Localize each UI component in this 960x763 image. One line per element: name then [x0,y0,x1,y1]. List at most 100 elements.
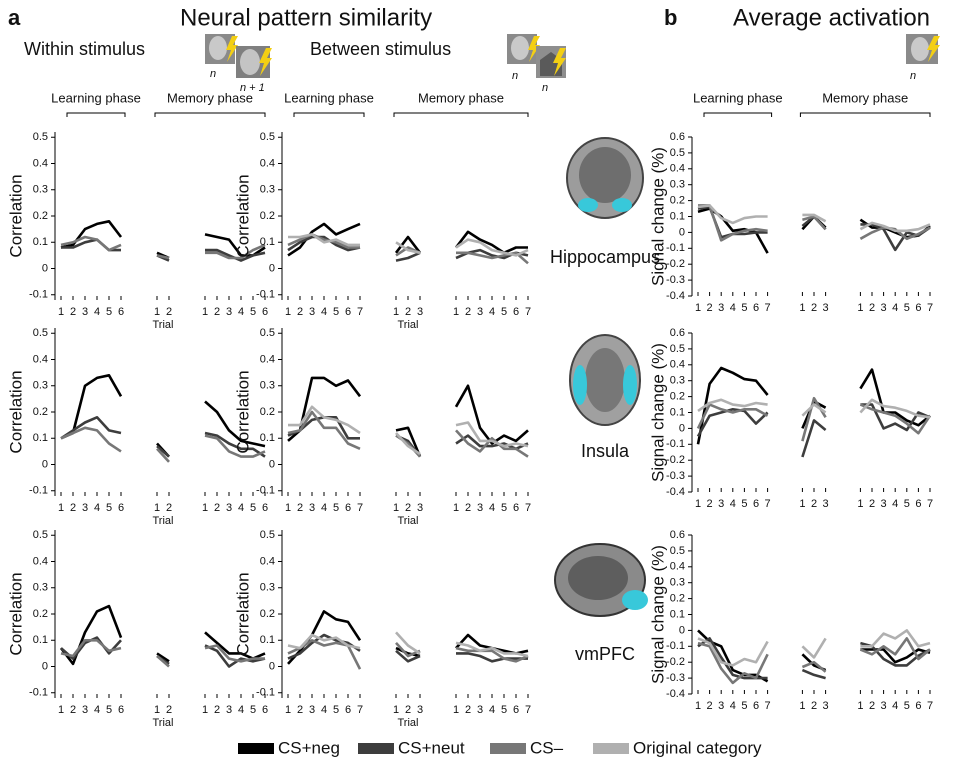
x-tick-label: 2 [297,502,303,514]
y-tick-label: 0.2 [670,593,685,605]
y-tick-label: 0.5 [260,327,275,339]
y-tick-label: 0.5 [33,529,48,541]
x-tick-label: 6 [345,704,351,716]
x-tick-label: 5 [904,302,910,314]
x-tick-label: 5 [501,502,507,514]
x-tick-label: 3 [718,302,724,314]
x-tick-label: 1 [393,306,399,318]
x-tick-label: 4 [238,502,244,514]
series-line [697,629,931,667]
x-tick-label: 2 [811,700,817,712]
phase-bracket [703,112,931,117]
series-line [60,426,266,463]
y-tick-label: 0.1 [670,210,685,222]
stimulus-label: n + 1 [240,82,265,94]
x-tick-label: 3 [718,700,724,712]
x-tick-label: 3 [823,700,829,712]
y-tick-label: 0.2 [33,406,48,418]
phase-bracket [293,112,529,117]
y-tick-label: -0.3 [666,274,685,286]
x-tick-label: 3 [226,306,232,318]
legend-label: CS+neg [278,738,340,757]
x-tick-label: 5 [106,306,112,318]
x-tick-label: 4 [730,700,736,712]
y-tick-label: 0.3 [260,184,275,196]
x-tick-label: 2 [214,306,220,318]
x-tick-label: 5 [106,502,112,514]
brain-insula [569,334,641,426]
x-tick-label: 4 [489,502,495,514]
x-tick-label: 1 [393,502,399,514]
phase-label: Memory phase [822,90,908,105]
x-axis-label: Trial [153,717,174,729]
y-tick-label: 0.5 [260,529,275,541]
x-tick-label: 5 [250,704,256,716]
y-tick-label: 0.4 [260,157,275,169]
x-tick-label: 5 [333,306,339,318]
series-line [696,403,931,458]
x-tick-label: 2 [465,502,471,514]
x-tick-label: 3 [881,700,887,712]
x-tick-label: 2 [869,302,875,314]
x-tick-label: 6 [915,700,921,712]
y-tick-label: 0.1 [260,236,275,248]
y-tick-label: 0 [42,262,48,274]
x-tick-label: 3 [477,502,483,514]
y-tick-label: 0.1 [33,634,48,646]
y-tick-label: 0.5 [260,131,275,143]
x-tick-label: 4 [892,700,898,712]
x-tick-label: 2 [70,306,76,318]
x-tick-label: 1 [453,704,459,716]
y-tick-label: 0 [42,660,48,672]
series-line [287,410,529,458]
x-tick-label: 1 [799,700,805,712]
y-tick-label: -0.1 [29,289,48,301]
y-axis-label: Correlation [6,572,25,655]
region-label: Insula [581,441,630,461]
x-tick-label: 3 [477,704,483,716]
x-tick-label: 5 [741,700,747,712]
y-axis-label: Correlation [6,174,25,257]
x-tick-label: 1 [285,306,291,318]
x-tick-label: 1 [154,704,160,716]
x-tick-label: 6 [753,700,759,712]
y-tick-label: 0.2 [670,391,685,403]
x-tick-label: 3 [82,306,88,318]
y-tick-label: -0.1 [666,242,685,254]
x-tick-label: 3 [226,502,232,514]
legend-label: CS+neut [398,738,465,757]
y-tick-label: 0.4 [33,353,48,365]
y-tick-label: 0.4 [670,561,685,573]
y-tick-label: -0.1 [29,687,48,699]
y-axis-label: Signal change (%) [648,343,667,482]
y-tick-label: -0.1 [256,485,275,497]
panel-letter: b [664,5,677,30]
y-tick-label: 0.3 [260,380,275,392]
x-tick-label: 2 [70,502,76,514]
x-tick-label: 3 [82,704,88,716]
x-tick-label: 5 [333,502,339,514]
x-tick-label: 2 [166,704,172,716]
x-tick-label: 6 [513,502,519,514]
x-tick-label: 4 [489,704,495,716]
stimulus-label: n [910,70,916,82]
x-tick-label: 2 [465,306,471,318]
series-line [60,416,266,458]
phase-label: Memory phase [418,90,504,105]
y-axis-label: Correlation [6,370,25,453]
y-tick-label: 0 [42,458,48,470]
x-tick-label: 6 [753,498,759,510]
x-tick-label: 7 [525,704,531,716]
y-tick-label: 0.2 [670,195,685,207]
y-tick-label: -0.1 [29,485,48,497]
y-tick-label: -0.4 [666,486,685,498]
x-tick-label: 4 [892,302,898,314]
x-tick-label: 1 [857,498,863,510]
x-tick-label: 1 [695,700,701,712]
x-tick-label: 2 [405,704,411,716]
x-tick-label: 2 [707,302,713,314]
stimulus-label: n [542,82,548,94]
phase-label: Memory phase [167,90,253,105]
y-tick-label: 0 [269,660,275,672]
y-tick-label: 0.5 [33,131,48,143]
